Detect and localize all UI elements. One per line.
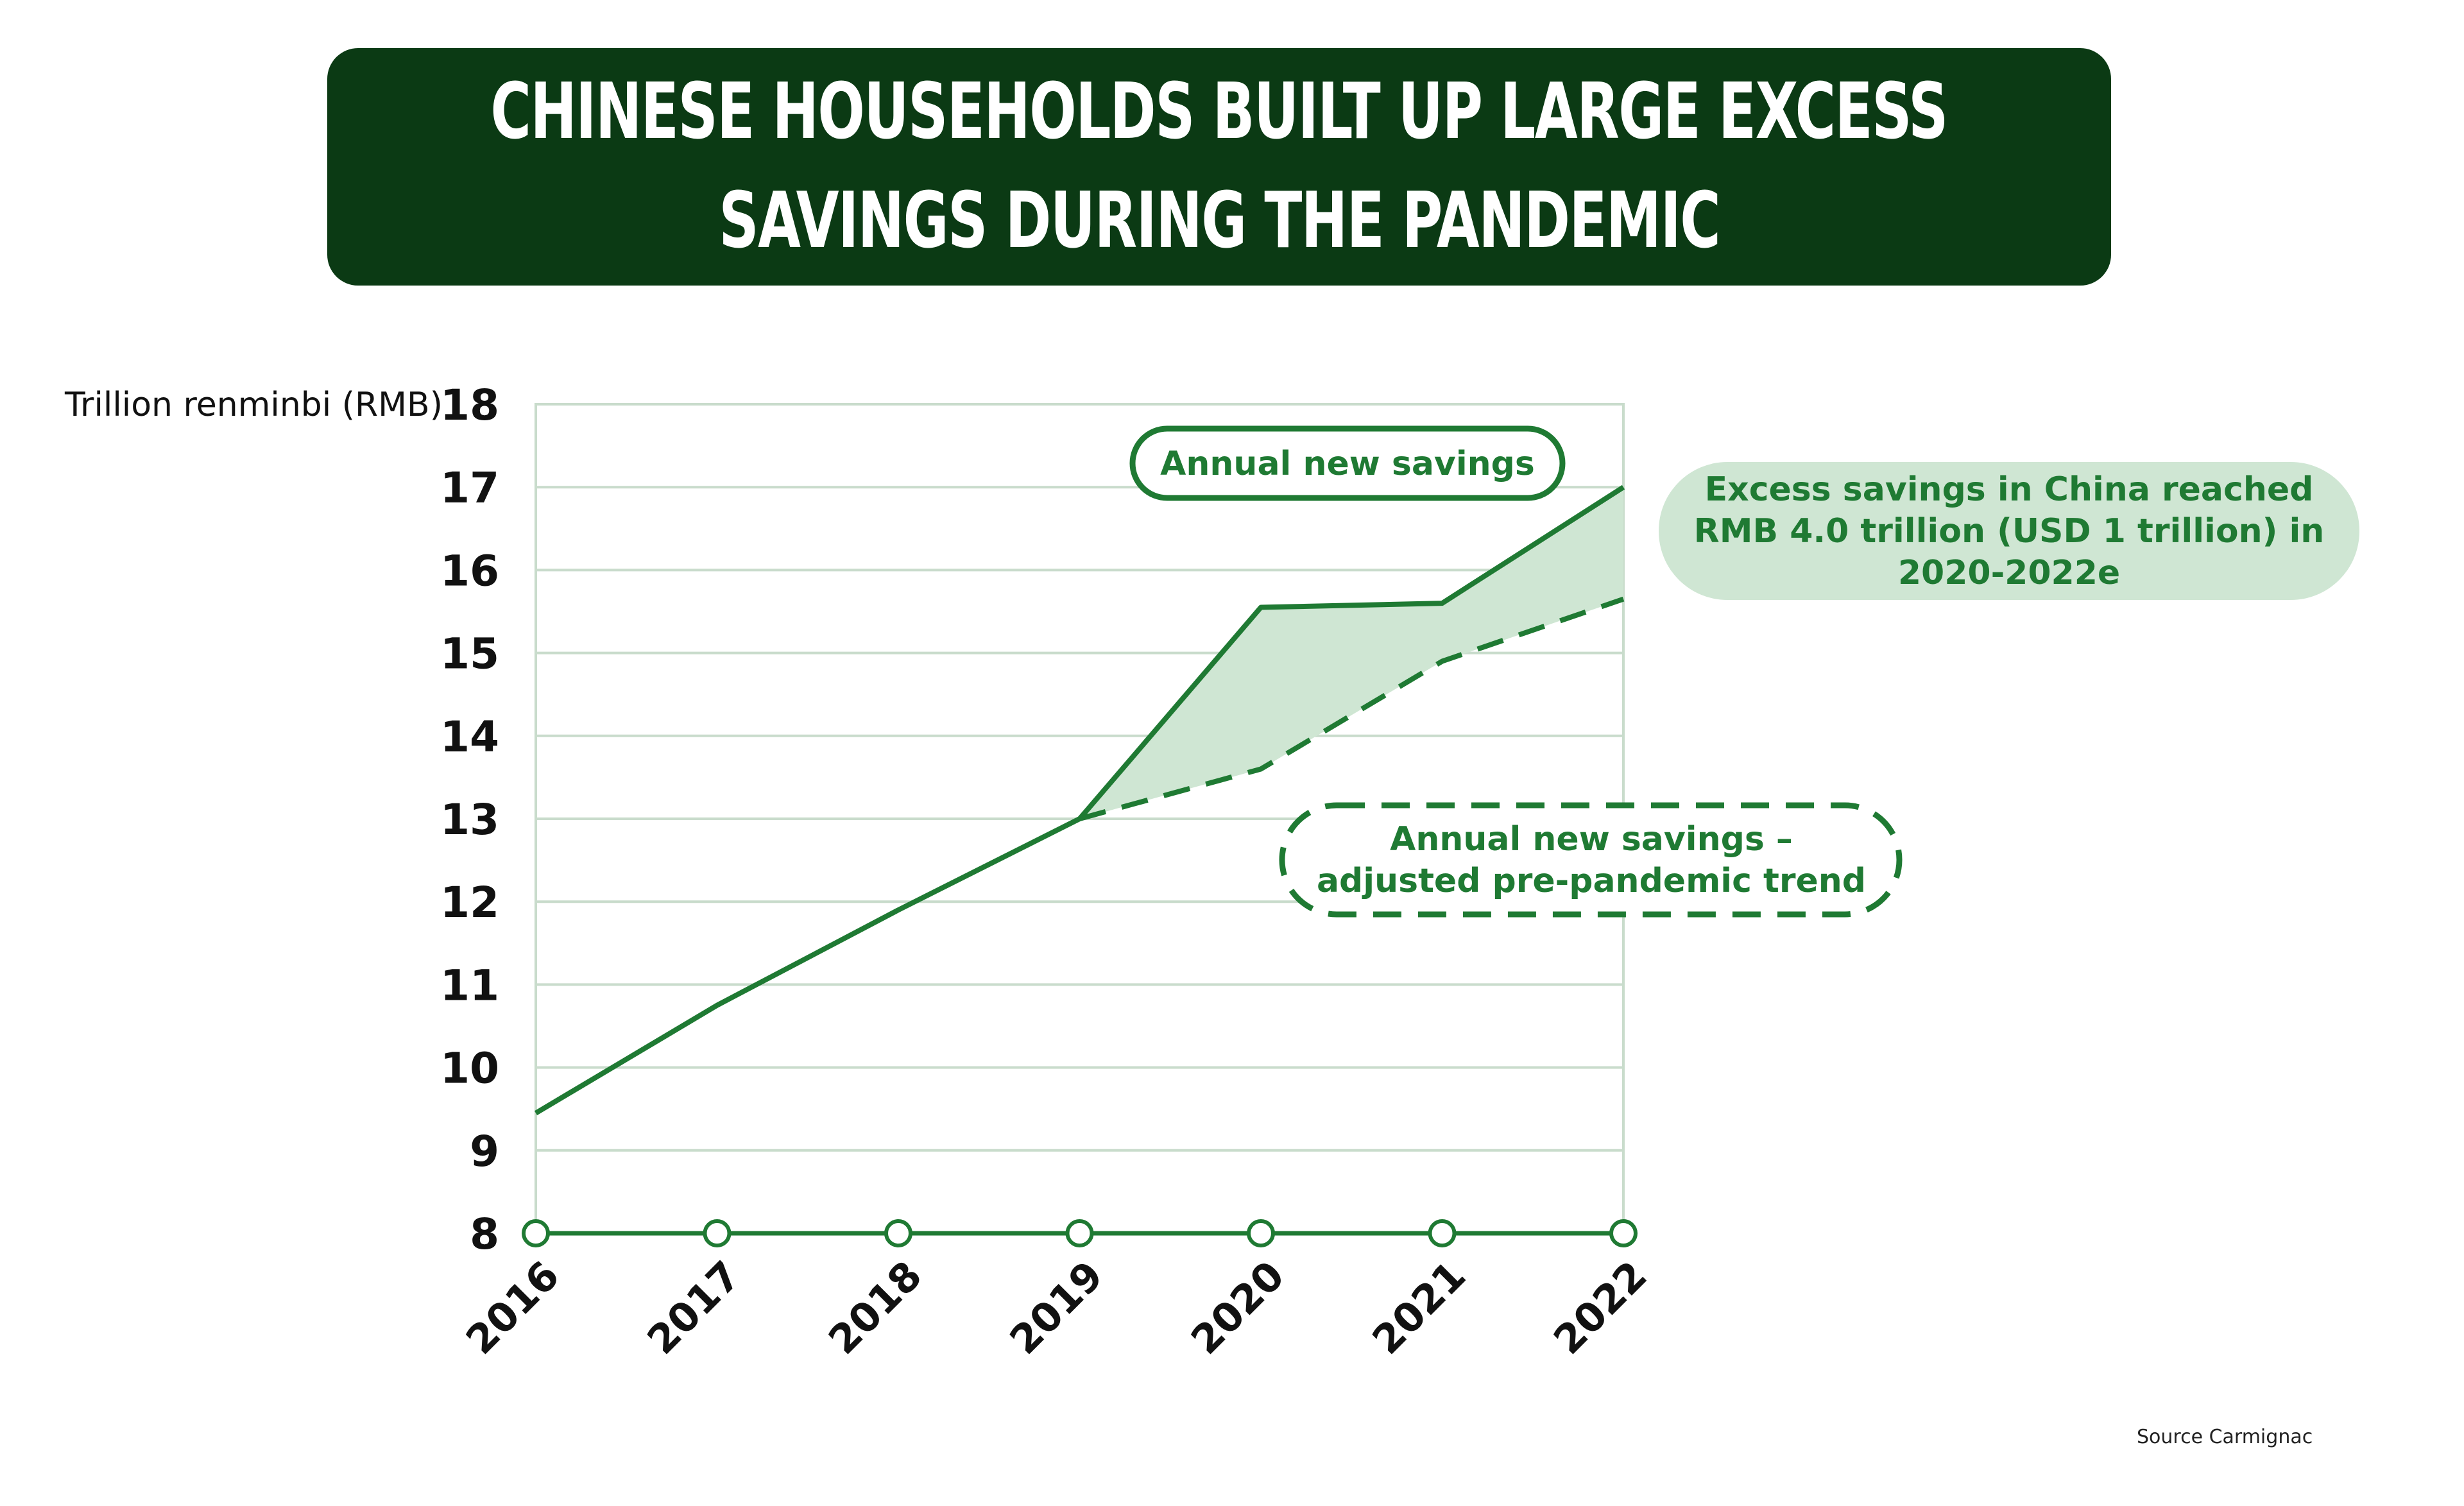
x-tick-label: 2018	[819, 1252, 931, 1364]
x-tick-marker	[1609, 1219, 1638, 1247]
x-tick-marker	[1428, 1219, 1457, 1247]
title-banner: CHINESE HOUSEHOLDS BUILT UP LARGE EXCESS…	[327, 48, 2111, 286]
series-layer	[534, 484, 1625, 1116]
x-tick-label: 2016	[457, 1252, 569, 1364]
title-line-1: CHINESE HOUSEHOLDS BUILT UP LARGE EXCESS	[490, 67, 1949, 157]
excess-callout-bubble	[1659, 462, 2359, 600]
excess-text-line-2: RMB 4.0 trillion (USD 1 trillion) in	[1694, 512, 2325, 551]
y-tick-label: 15	[440, 629, 499, 679]
y-tick-label: 13	[440, 795, 499, 844]
x-tick-marker	[522, 1219, 550, 1247]
x-tick-label: 2021	[1363, 1252, 1475, 1364]
excess-fill-layer	[1079, 487, 1623, 819]
y-tick-label: 16	[440, 546, 499, 595]
y-tick-label: 9	[470, 1127, 499, 1176]
x-tick-marker	[703, 1219, 732, 1247]
y-tick-label: 18	[440, 381, 499, 430]
y-tick-label: 14	[440, 712, 499, 762]
excess-text-line-1: Excess savings in China reached	[1705, 470, 2314, 509]
y-tick-label: 10	[440, 1044, 499, 1093]
y-axis-label: Trillion renminbi (RMB)	[64, 386, 443, 424]
dashed-callout-frame	[1279, 802, 1903, 918]
x-tick-label: 2019	[1000, 1252, 1112, 1364]
x-tick-marker	[1065, 1219, 1094, 1247]
y-tick-label: 12	[440, 878, 499, 927]
dashed-series-label-line-1: Annual new savings –	[1390, 820, 1793, 859]
title-line-2: SAVINGS DURING THE PANDEMIC	[719, 176, 1720, 266]
dashed-series-callout: Annual new savings – adjusted pre-pandem…	[1279, 802, 1903, 918]
x-tick-marker	[884, 1219, 912, 1247]
solid-callout-frame	[1129, 425, 1566, 501]
x-tick-marker	[1247, 1219, 1275, 1247]
solid-series-label: Annual new savings	[1160, 445, 1535, 483]
y-tick-label: 11	[440, 961, 499, 1010]
dashed-series-label-line-2: adjusted pre-pandemic trend	[1317, 862, 1866, 900]
excess-savings-callout: Excess savings in China reached RMB 4.0 …	[1659, 462, 2359, 600]
y-tick-label: 17	[440, 463, 499, 513]
y-tick-label: 8	[470, 1210, 499, 1259]
source-note: Source Carmignac	[2137, 1426, 2313, 1448]
x-tick-label: 2017	[638, 1252, 749, 1364]
x-tick-label: 2022	[1544, 1252, 1656, 1364]
excess-savings-area	[1079, 487, 1623, 819]
series-line-adjusted-trend	[1079, 596, 1625, 821]
x-tick-label: 2020	[1182, 1252, 1294, 1364]
solid-series-callout: Annual new savings	[1129, 425, 1566, 501]
excess-text-line-3: 2020-2022e	[1898, 554, 2120, 592]
series-line-annual-new-savings	[534, 484, 1625, 1116]
